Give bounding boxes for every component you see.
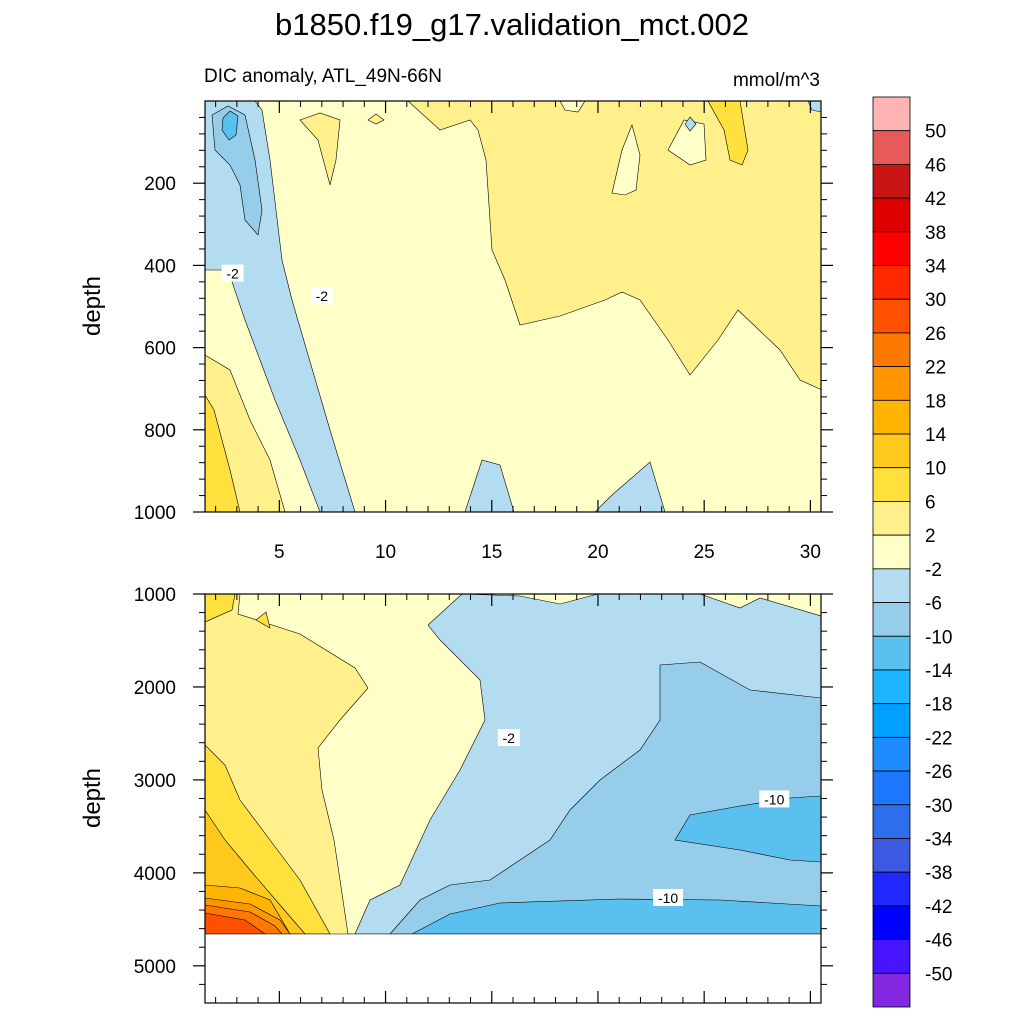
upper-contour--10-to--14 [221, 110, 239, 141]
colorbar-swatch-0 [872, 96, 911, 132]
lower-ytick-label-4: 5000 [134, 957, 176, 978]
lower-nodata-region [205, 934, 821, 1003]
colorbar-swatch-19 [872, 736, 911, 772]
colorbar-label-2: 42 [925, 189, 946, 210]
colorbar-label-13: -2 [925, 560, 942, 581]
colorbar-label-1: 46 [925, 155, 946, 176]
colorbar-swatch-23 [872, 871, 911, 907]
lower-contour-label-0-box [497, 729, 520, 747]
upper-xtick-label-2: 15 [481, 542, 502, 563]
lower-contour-label-2: -10 [658, 890, 678, 906]
lower-contour--10-to--14-right [674, 795, 821, 863]
colorbar-label-3: 38 [925, 223, 946, 244]
colorbar-label-20: -30 [925, 796, 952, 817]
colorbar-label-8: 18 [925, 391, 946, 412]
lower-ylabel: depth [79, 768, 106, 828]
subtitle-units: mmol/m^3 [733, 70, 820, 91]
lower-contour-label-1-box [759, 790, 790, 808]
colorbar-swatch-14 [872, 568, 911, 603]
colorbar-swatch-17 [872, 669, 911, 705]
colorbar-swatch-13 [872, 534, 911, 570]
colorbar-label-23: -42 [925, 897, 952, 918]
colorbar-swatch-16 [872, 635, 911, 671]
upper-xtick-label-1: 10 [375, 542, 396, 563]
colorbar-label-6: 26 [925, 324, 946, 345]
colorbar-swatch-21 [872, 804, 911, 839]
upper-xtick-label-4: 25 [694, 542, 715, 563]
colorbar-label-19: -26 [925, 762, 952, 783]
upper-contour-label-1-box [310, 287, 333, 305]
upper-ytick-label-2: 600 [144, 339, 176, 360]
colorbar-label-11: 6 [925, 492, 936, 513]
colorbar-swatch-1 [872, 130, 911, 165]
colorbar-swatch-4 [872, 231, 911, 266]
lower-contour-label-1: -10 [764, 791, 784, 807]
lower-contour--6-to--10 [389, 661, 821, 935]
contour-labels: -2 -2 -2 -10 -10 [221, 264, 790, 906]
colorbar-swatch-7 [872, 332, 911, 368]
colorbar-label-0: 50 [925, 122, 946, 143]
upper-contour-fill [205, 101, 821, 512]
colorbar-label-17: -18 [925, 695, 952, 716]
upper-contour-label-0: -2 [226, 266, 239, 282]
colorbar-label-18: -22 [925, 728, 952, 749]
lower-ytick-label-3: 4000 [134, 864, 176, 885]
lower-ytick-label-1: 2000 [134, 678, 176, 699]
upper-ytick-label-1: 400 [144, 256, 176, 277]
upper-ytick-label-4: 1000 [134, 503, 176, 524]
colorbar-swatch-10 [872, 433, 911, 469]
colorbar-swatch-22 [872, 838, 911, 873]
colorbar-swatch-24 [872, 905, 911, 940]
subtitle-left: DIC anomaly, ATL_49N-66N [204, 66, 442, 87]
colorbar-label-15: -10 [925, 627, 952, 648]
lower-contour-label-0: -2 [503, 730, 516, 746]
lower-contour-fill [205, 594, 821, 1003]
colorbar-label-24: -46 [925, 931, 952, 952]
colorbar-swatch-5 [872, 265, 911, 300]
axis-ticks: 5 10 15 20 25 30 200 400 600 800 1000 1000 2000 3000 4… [134, 101, 833, 1003]
colorbar-swatch-12 [872, 501, 911, 536]
colorbar-swatch-9 [872, 399, 911, 435]
colorbar-label-4: 34 [925, 257, 947, 278]
colorbar-label-5: 30 [925, 290, 946, 311]
colorbar: 50 46 42 38 34 30 26 22 18 14 10 6 2 -2 -6 -10 -14 -18 -22… [872, 96, 953, 1008]
colorbar-label-21: -34 [925, 829, 953, 850]
colorbar-swatch-25 [872, 939, 911, 974]
colorbar-label-25: -50 [925, 964, 952, 985]
colorbar-label-22: -38 [925, 863, 952, 884]
upper-contour-2-to-6 [407, 101, 821, 390]
colorbar-label-14: -6 [925, 594, 942, 615]
upper-left-contour-6-to-10 [205, 394, 241, 512]
upper-contour-6-to-10 [707, 101, 749, 166]
lower-ytick-label-2: 3000 [134, 771, 176, 792]
colorbar-swatch-18 [872, 703, 911, 738]
upper-contour-label-0-box [221, 264, 244, 282]
colorbar-label-9: 14 [925, 425, 947, 446]
colorbar-swatch-15 [872, 602, 911, 637]
colorbar-swatch-8 [872, 366, 911, 401]
upper-ylabel: depth [79, 276, 106, 336]
colorbar-label-12: 2 [925, 526, 936, 547]
chart-title: b1850.f19_g17.validation_mct.002 [275, 7, 749, 42]
upper-contour-label-1: -2 [316, 288, 329, 304]
lower-ytick-label-0: 1000 [134, 585, 176, 606]
colorbar-swatch-2 [872, 164, 911, 199]
upper-contour--6-to--10 [211, 105, 263, 236]
colorbar-swatch-11 [872, 467, 911, 502]
lower-contour-label-2-box [653, 888, 684, 906]
upper-xtick-label-3: 20 [587, 542, 608, 563]
colorbar-label-10: 10 [925, 459, 946, 480]
colorbar-label-16: -14 [925, 661, 953, 682]
colorbar-label-7: 22 [925, 358, 946, 379]
upper-xtick-label-5: 30 [800, 542, 821, 563]
colorbar-swatch-26 [872, 972, 911, 1008]
colorbar-swatch-3 [872, 197, 911, 233]
upper-xtick-label-0: 5 [274, 542, 285, 563]
upper-ytick-label-0: 200 [144, 174, 176, 195]
upper-ytick-label-3: 800 [144, 421, 176, 442]
colorbar-swatch-6 [872, 298, 911, 334]
colorbar-swatch-20 [872, 770, 911, 806]
